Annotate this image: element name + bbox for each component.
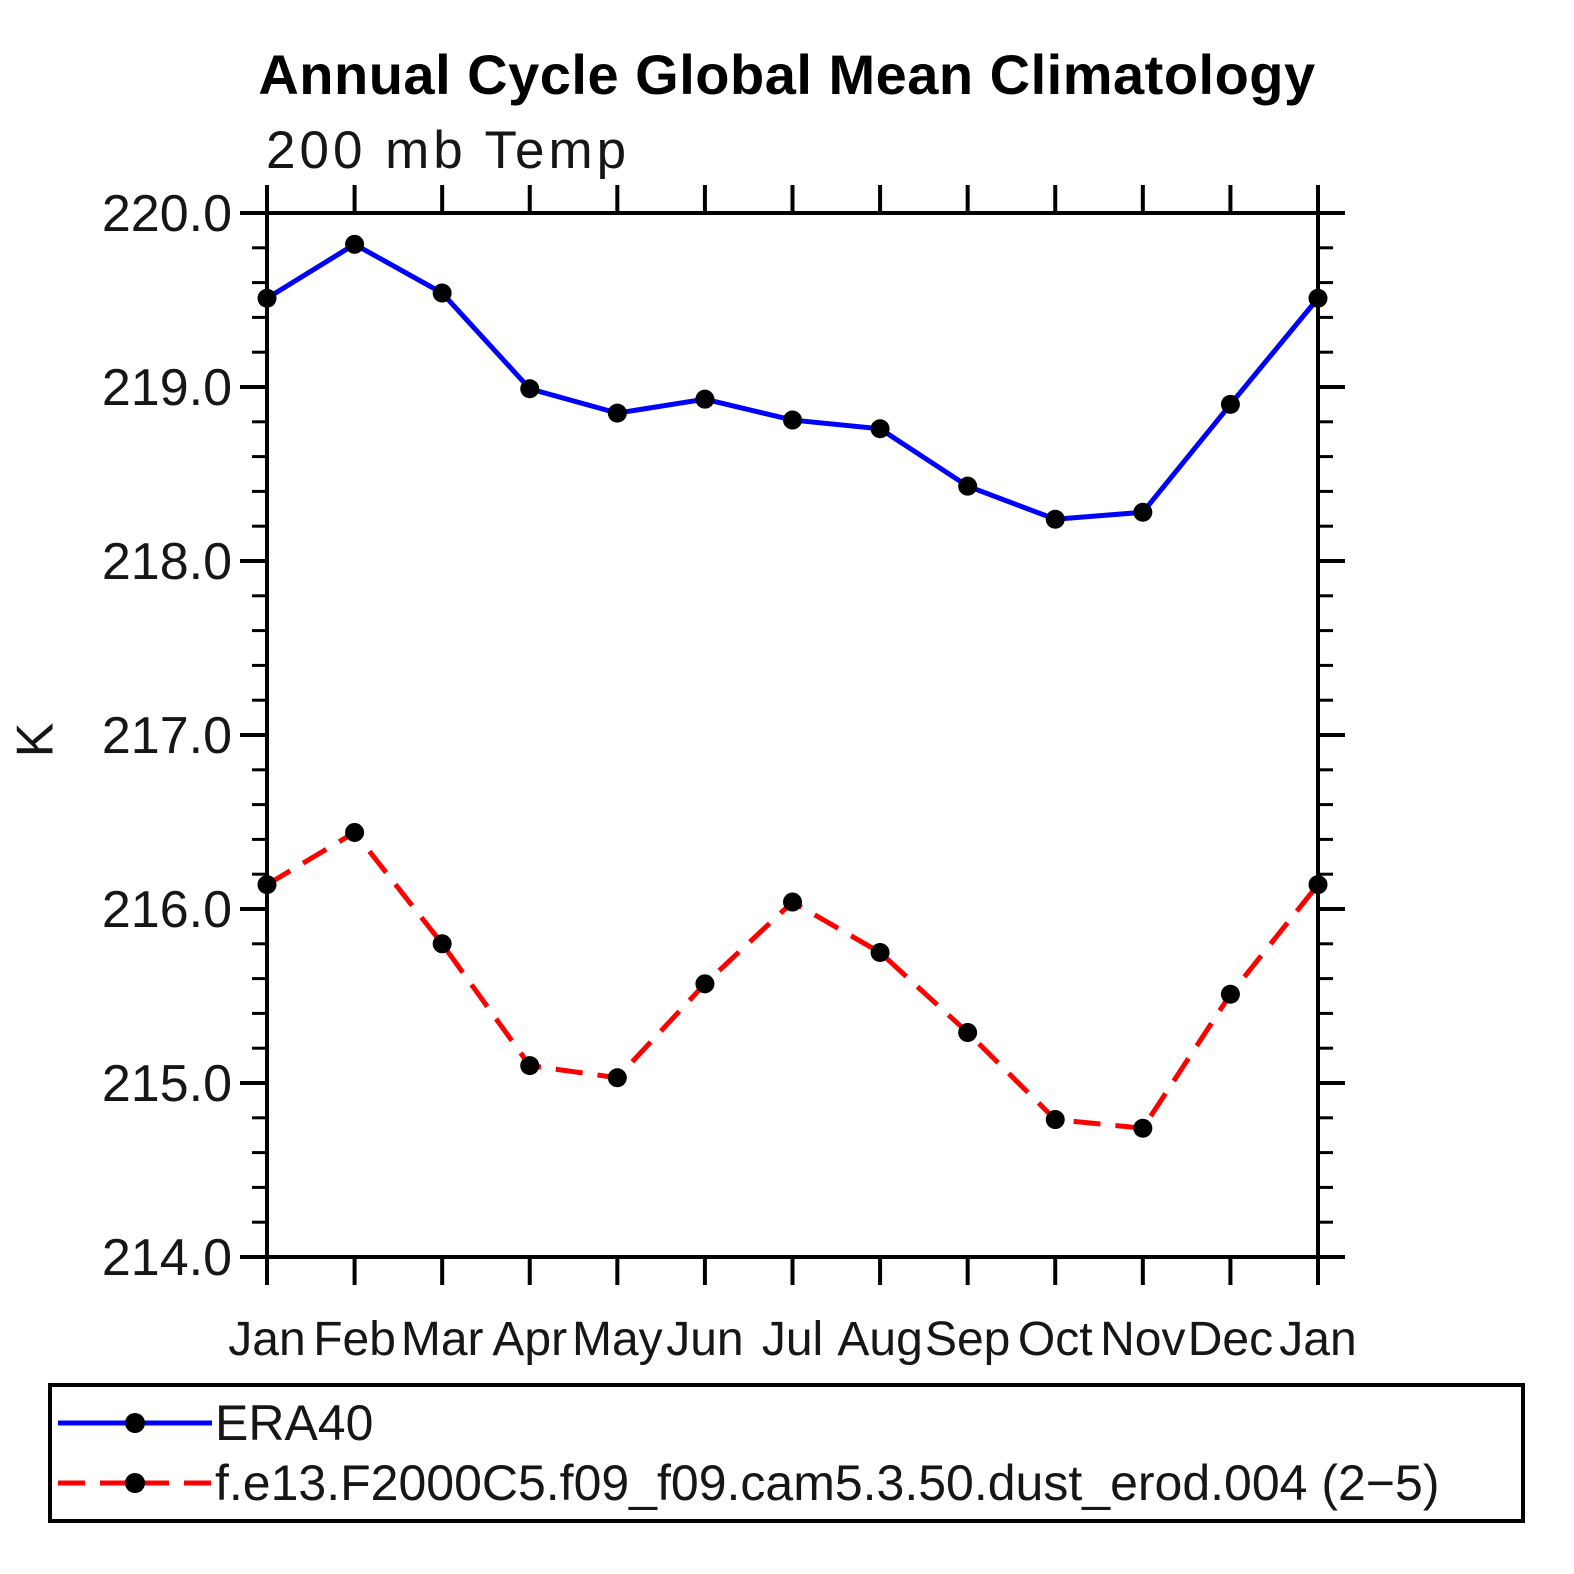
chart-subtitle: 200 mb Temp (266, 121, 631, 180)
data-point-s1-0 (257, 875, 277, 895)
y-tick-label: 217.0 (102, 707, 232, 765)
legend-item-era40: ERA40 (56, 1394, 1521, 1452)
month-label: Aug (837, 1313, 922, 1366)
month-label: Nov (1100, 1313, 1185, 1366)
data-point-s1-8 (958, 1023, 978, 1043)
data-point-s0-7 (870, 419, 890, 439)
data-point-s1-4 (607, 1068, 627, 1088)
y-tick-label: 214.0 (102, 1229, 232, 1287)
month-label: Sep (925, 1313, 1010, 1366)
data-point-s1-12 (1308, 875, 1328, 895)
data-point-s0-2 (432, 283, 452, 303)
legend-marker-dot (125, 1412, 145, 1433)
data-point-s0-5 (695, 389, 715, 409)
legend-sample-dashed-line (58, 1473, 212, 1494)
data-point-s1-5 (695, 974, 715, 994)
month-label: May (572, 1313, 663, 1366)
legend: ERA40 f.e13.F2000C5.f09_f09.cam5.3.50.du… (48, 1383, 1525, 1523)
month-label: Apr (492, 1313, 567, 1366)
y-tick-label: 218.0 (102, 533, 232, 591)
y-tick-label: 220.0 (102, 185, 232, 243)
data-point-s0-3 (520, 379, 540, 399)
legend-label-model: f.e13.F2000C5.f09_f09.cam5.3.50.dust_ero… (215, 1455, 1440, 1512)
month-label: Mar (401, 1313, 484, 1366)
data-point-s1-10 (1133, 1118, 1153, 1138)
legend-label-era40: ERA40 (215, 1394, 374, 1451)
legend-sample-solid-line (58, 1412, 212, 1433)
legend-marker-dot (125, 1473, 145, 1494)
data-point-s1-2 (432, 934, 452, 954)
data-point-s1-11 (1220, 984, 1240, 1004)
data-point-s1-6 (783, 892, 802, 912)
month-label: Jul (762, 1313, 823, 1366)
chart-title: Annual Cycle Global Mean Climatology (258, 43, 1316, 106)
data-point-s1-1 (345, 822, 365, 842)
month-label: Dec (1188, 1313, 1273, 1366)
month-label: Jan (228, 1313, 305, 1366)
y-tick-label: 219.0 (102, 359, 232, 417)
legend-item-model: f.e13.F2000C5.f09_f09.cam5.3.50.dust_ero… (56, 1454, 1521, 1512)
data-point-s0-0 (257, 288, 277, 308)
data-point-s0-8 (958, 476, 978, 496)
data-point-s1-3 (520, 1056, 540, 1076)
series-line-1 (265, 829, 1320, 1131)
data-point-s0-11 (1220, 394, 1240, 414)
month-label: Oct (1018, 1313, 1093, 1366)
data-point-s0-4 (607, 403, 627, 423)
data-point-s0-10 (1133, 502, 1153, 522)
data-point-s0-12 (1308, 288, 1328, 308)
y-tick-label: 215.0 (102, 1055, 232, 1113)
data-point-s1-9 (1045, 1110, 1065, 1130)
month-label: Feb (313, 1313, 396, 1366)
series-line-0 (265, 241, 1320, 522)
data-point-s1-7 (870, 943, 890, 962)
month-label: Jan (1279, 1313, 1356, 1366)
data-point-s0-6 (783, 410, 802, 430)
y-tick-label: 216.0 (102, 881, 232, 939)
month-label: Jun (666, 1313, 743, 1366)
data-point-s0-9 (1045, 509, 1065, 529)
data-point-s0-1 (345, 234, 365, 254)
